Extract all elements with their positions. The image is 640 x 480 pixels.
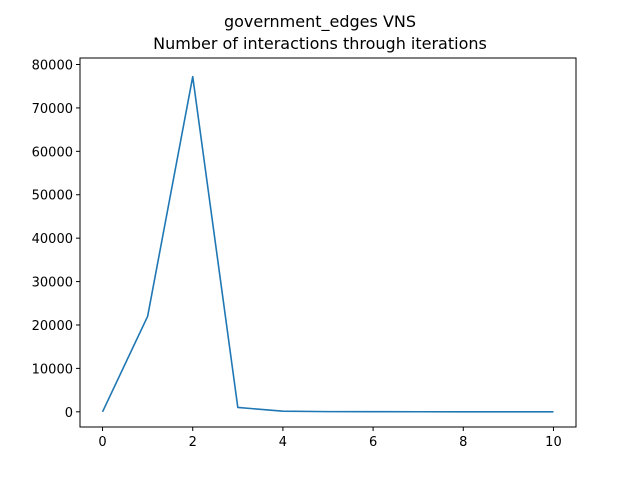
chart-title: government_edges VNS <box>223 12 417 31</box>
y-tick-label: 10000 <box>32 362 73 377</box>
plot-frame <box>79 57 577 428</box>
x-tick-label: 0 <box>98 435 106 450</box>
plot-area: 0 2 4 6 8 10 0 10000 20000 30000 40000 50000 60000 70… <box>32 57 577 450</box>
y-tick-label: 0 <box>65 406 73 421</box>
x-tick-label: 10 <box>545 435 562 450</box>
x-tick-label: 4 <box>279 435 287 450</box>
y-tick-label: 50000 <box>32 189 73 204</box>
y-tick-label: 80000 <box>32 59 73 74</box>
y-tick-label: 30000 <box>32 276 73 291</box>
y-tick-label: 20000 <box>32 319 73 334</box>
y-tick-label: 60000 <box>32 145 73 160</box>
x-tick-label: 2 <box>189 435 197 450</box>
x-tick-label: 8 <box>459 435 467 450</box>
chart-subtitle: Number of interactions through iteration… <box>153 34 487 53</box>
y-tick-label: 70000 <box>32 102 73 117</box>
series-line <box>101 75 554 413</box>
x-tick-label: 6 <box>369 435 377 450</box>
y-tick-label: 40000 <box>32 232 73 247</box>
